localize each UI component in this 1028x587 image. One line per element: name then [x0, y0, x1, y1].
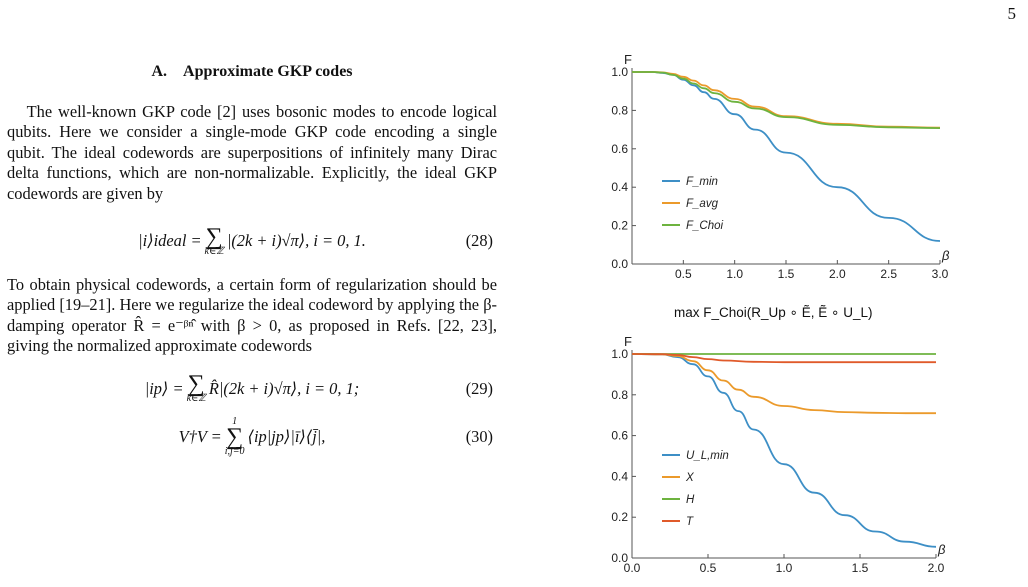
equation-30-sum: 1 ∑ i,j=0 [224, 415, 245, 457]
y-tick-label: 0.8 [611, 103, 628, 117]
equation-29-sum-lower: k∈ℤ [186, 392, 206, 404]
equation-28-number: (28) [465, 231, 493, 251]
equation-30-lhs: V†V = [178, 426, 222, 446]
y-tick-label: 0.6 [611, 429, 628, 443]
legend-label: F_Choi [686, 220, 724, 232]
y-tick-label: 0.0 [611, 551, 628, 565]
series-line [631, 353, 936, 415]
equation-30-body: ⟨ip|jp⟩|ī⟩⟨j̄|, [247, 426, 326, 446]
section-title: A. Approximate GKP codes [151, 63, 353, 80]
left-column: A. Approximate GKP codes The well-known … [7, 62, 497, 463]
equation-29: |ip⟩ = ∑ k∈ℤ R̂|(2k + i)√π⟩, i = 0, 1; (… [7, 367, 497, 411]
x-tick-label: 2.0 [829, 267, 846, 281]
page-number: 5 [1007, 4, 1017, 23]
legend-label: T [686, 516, 694, 528]
y-tick-label: 0.4 [611, 469, 628, 483]
legend-label: F_avg [686, 198, 719, 210]
x-tick-label: 0.0 [624, 561, 641, 575]
y-tick-label: 1.0 [611, 347, 628, 361]
series-line [631, 71, 941, 129]
x-tick-label: 0.5 [675, 267, 692, 281]
legend-label: F_min [686, 176, 718, 188]
equation-30-number: (30) [465, 426, 493, 446]
y-tick-label: 0.2 [611, 219, 628, 233]
x-tick-label: 2.0 [928, 561, 945, 575]
x-tick-label: 1.0 [776, 561, 793, 575]
series-line [631, 71, 941, 129]
paragraph-regularization: To obtain physical codewords, a certain … [7, 274, 497, 356]
equation-28-sum: ∑ k∈ℤ [204, 223, 224, 257]
equation-29-number: (29) [465, 378, 493, 398]
equation-28: |i⟩ideal = ∑ k∈ℤ |(2k + i)√π⟩, i = 0, 1.… [7, 219, 497, 265]
equation-29-sum: ∑ k∈ℤ [186, 370, 206, 404]
equation-29-body: R̂|(2k + i)√π⟩, i = 0, 1; [208, 378, 360, 398]
equation-29-lhs: |ip⟩ = [144, 378, 184, 398]
equation-28-sum-lower: k∈ℤ [204, 245, 224, 257]
x-tick-label: 0.5 [700, 561, 717, 575]
legend-label: U_L,min [686, 450, 729, 462]
equation-28-body: |(2k + i)√π⟩, i = 0, 1. [226, 231, 366, 251]
middle-caption: max F_Choi(R_Up ∘ Ẽ, Ẽ ∘ U_L) [674, 305, 873, 320]
fidelity-chart-top: 0.0 0.2 0.4 0.6 0.8 1.0 0.5 1.0 1.5 2.0 2.5 3.0 Fβ F_… [611, 52, 950, 281]
y-tick-label: 0.0 [611, 257, 628, 271]
y-tick-label: 0.2 [611, 510, 628, 524]
x-axis-label: β [941, 248, 950, 263]
equation-30: V†V = 1 ∑ i,j=0 ⟨ip|jp⟩|ī⟩⟨j̄|, (30) [7, 411, 497, 463]
x-tick-label: 1.5 [778, 267, 795, 281]
x-tick-label: 2.5 [880, 267, 897, 281]
equation-30-sum-lower: i,j=0 [224, 445, 245, 457]
equation-30-sum-upper: 1 [232, 415, 238, 427]
equation-28-lhs: |i⟩ideal = [138, 231, 202, 251]
x-tick-label: 1.0 [726, 267, 743, 281]
x-tick-label: 1.5 [852, 561, 869, 575]
paragraph-intro: The well-known GKP code [2] uses bosonic… [7, 101, 497, 203]
series-line [631, 353, 937, 548]
y-axis-label: F [624, 52, 632, 67]
fidelity-chart-bottom: 0.0 0.2 0.4 0.6 0.8 1.0 0.0 0.5 1.0 1.5 2.0 Fβ U_L,m… [611, 334, 946, 575]
y-tick-label: 0.4 [611, 180, 628, 194]
series-line [631, 71, 941, 242]
series-line [631, 353, 936, 364]
legend-label: H [686, 494, 695, 506]
y-tick-label: 1.0 [611, 65, 628, 79]
x-tick-label: 3.0 [932, 267, 949, 281]
y-tick-label: 0.8 [611, 388, 628, 402]
y-tick-label: 0.6 [611, 142, 628, 156]
y-axis-label: F [624, 334, 632, 349]
x-axis-label: β [937, 542, 946, 557]
legend-label: X [685, 472, 695, 484]
